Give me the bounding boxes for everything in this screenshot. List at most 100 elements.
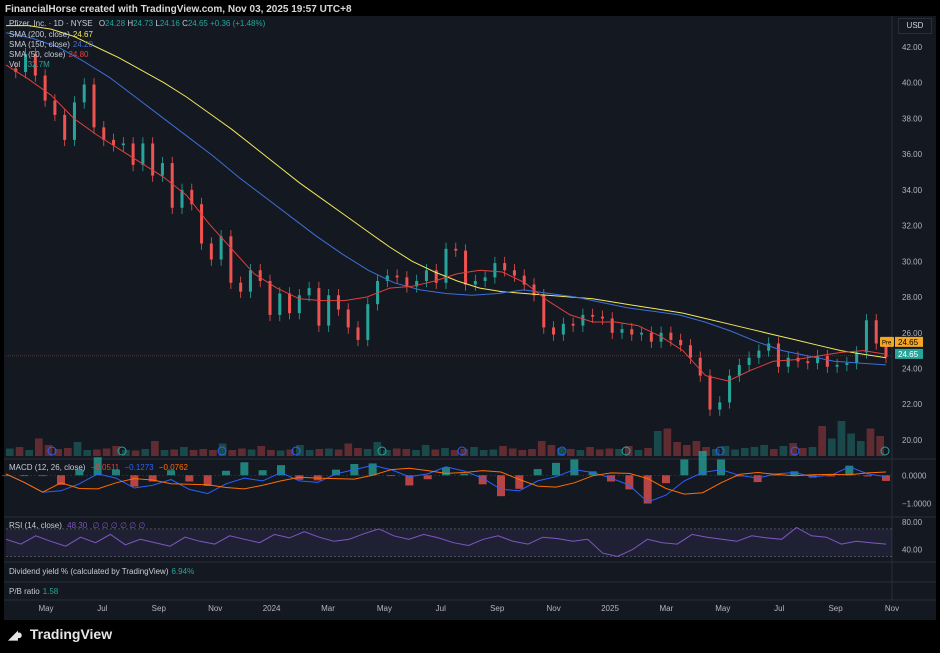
volume-bar (460, 449, 469, 456)
volume-bar (373, 442, 382, 456)
volume-bar (421, 445, 430, 456)
candle-body (542, 295, 546, 328)
earnings-marker-icon (790, 446, 800, 456)
volume-bar (876, 436, 884, 456)
macd-histogram-bar (277, 465, 285, 476)
candle-body (24, 54, 28, 73)
candle-body (835, 364, 839, 367)
earnings-marker-icon (291, 446, 301, 456)
candle-body (884, 343, 888, 357)
legend-macd[interactable]: MACD (12, 26, close) −0.0511 −0.1273 −0.… (9, 463, 188, 472)
macd-histogram-bar (625, 475, 634, 490)
y-tick-label: 38.00 (902, 114, 923, 123)
volume-bar (595, 449, 604, 456)
volume-bar (170, 449, 179, 456)
candle-body (268, 280, 272, 315)
macd-tick-label: −1.0000 (902, 500, 932, 509)
candle-body (336, 295, 340, 310)
candle-body (415, 280, 419, 287)
rsi-value: 48.30 (67, 521, 88, 530)
macd-histogram-bar (222, 470, 230, 476)
candle-body (346, 309, 350, 328)
volume-bar (83, 450, 92, 456)
volume-bar (35, 438, 43, 456)
x-tick-label: Jul (774, 604, 784, 613)
candle-body (317, 288, 321, 326)
legend-volume[interactable]: Vol 132.7M (9, 60, 50, 69)
volume-bar (450, 450, 459, 456)
candle-body (464, 250, 468, 285)
volume-bar (305, 450, 314, 456)
candle-body (649, 332, 653, 342)
legend-rsi[interactable]: RSI (14, close) 48.30 ∅ ∅ ∅ ∅ ∅ ∅ (9, 521, 145, 530)
candle-body (151, 143, 155, 176)
x-tick-label: Sep (828, 604, 843, 613)
candle-body (845, 363, 849, 365)
candle-body (209, 243, 213, 260)
macd-histogram-bar (698, 451, 707, 476)
y-tick-label: 22.00 (902, 400, 923, 409)
candle-body (473, 280, 477, 285)
rsi-line (5, 526, 887, 558)
volume-bar (334, 449, 343, 456)
macd-histogram-bar (515, 475, 524, 489)
pre-tag-label: Pre (882, 340, 892, 346)
candle-body (63, 114, 67, 140)
candle-body (385, 275, 389, 281)
legend-sma150[interactable]: SMA (150, close) 24.20 (9, 40, 93, 49)
candle-body (786, 357, 790, 367)
volume-bar (354, 448, 362, 456)
volume-bar (257, 446, 266, 456)
macd-histogram-bar (423, 475, 432, 480)
vol-value: 132.7M (23, 60, 50, 69)
legend-pb[interactable]: P/B ratio 1.58 (9, 587, 58, 596)
volume-bar (6, 448, 14, 456)
chart-panel[interactable] (4, 16, 936, 620)
volume-bar (576, 450, 585, 456)
volume-bar (325, 448, 333, 456)
legend-symbol[interactable]: Pfizer, Inc. · 1D · NYSE O24.28 H24.73 L… (9, 19, 265, 28)
volume-bar (489, 449, 498, 456)
tradingview-logo[interactable]: ◢● TradingView (8, 626, 112, 643)
candle-body (669, 332, 673, 340)
sma50-value: 24.80 (68, 50, 89, 59)
earnings-marker-icon (715, 446, 725, 456)
volume-bar (141, 449, 150, 456)
rsi-extra: ∅ ∅ ∅ ∅ ∅ ∅ (92, 521, 146, 530)
x-tick-label: May (377, 604, 392, 613)
volume-bar (383, 450, 391, 456)
volume-bar (412, 450, 420, 456)
volume-bar (789, 443, 797, 456)
candle-body (14, 68, 18, 73)
candle-body (757, 350, 761, 358)
volume-bar (392, 448, 401, 456)
volume-bar (479, 450, 488, 456)
legend-sma50[interactable]: SMA (50, close) 24.80 (9, 50, 89, 59)
volume-bar (470, 447, 478, 456)
x-tick-label: Sep (152, 604, 167, 613)
candle-body (131, 143, 135, 165)
candle-body (102, 127, 106, 140)
legend-dividend[interactable]: Dividend yield % (calculated by TradingV… (9, 567, 194, 576)
macd-histogram-bar (882, 475, 890, 481)
candle-body (258, 270, 262, 281)
rsi-tick-label: 80.00 (902, 518, 923, 527)
candle-body (43, 75, 47, 101)
macd-histogram-bar (863, 475, 872, 477)
x-tick-label: 2024 (263, 604, 281, 613)
currency-button[interactable]: USD (898, 18, 932, 34)
earnings-marker-icon (217, 446, 227, 456)
volume-bar (160, 450, 169, 456)
volume-bar (151, 441, 159, 456)
earnings-marker-icon (880, 446, 890, 456)
candle-body (581, 314, 585, 326)
earnings-marker-icon (117, 446, 127, 456)
legend-sma200[interactable]: SMA (200, close) 24.67 (9, 30, 93, 39)
volume-bar (25, 450, 34, 456)
macd-histogram-bar (478, 475, 487, 485)
x-tick-label: May (38, 604, 53, 613)
rsi-tick-label: 40.00 (902, 546, 923, 555)
y-tick-label: 24.00 (902, 364, 923, 373)
